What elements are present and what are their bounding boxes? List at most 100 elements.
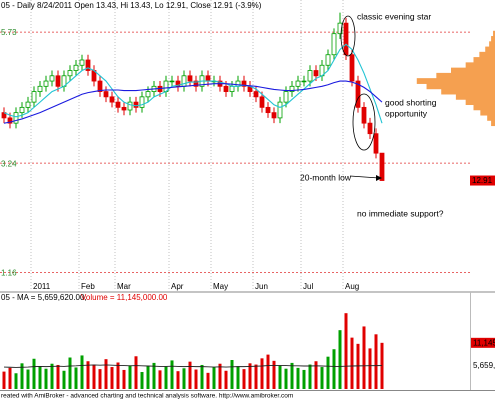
- volume-bar: [326, 356, 330, 389]
- candle-body: [337, 22, 343, 35]
- volume-bar: [284, 368, 288, 389]
- candle-body: [79, 59, 85, 66]
- volume-bar: [188, 361, 192, 389]
- candle-body: [355, 80, 361, 108]
- volume-bar: [230, 360, 234, 389]
- volume-bar: [26, 369, 30, 389]
- volume-bar: [128, 365, 132, 389]
- candle-body: [379, 152, 385, 181]
- volume-bar: [56, 364, 60, 389]
- volume-bar: [80, 355, 84, 389]
- annotation: 20-month low: [300, 172, 352, 182]
- volume-bar: [194, 369, 198, 389]
- annotation: classic evening star: [357, 11, 431, 21]
- volume-bar: [374, 334, 378, 389]
- x-tick-label: Jul: [303, 282, 313, 291]
- x-tick-label: Feb: [81, 282, 95, 291]
- candle-body: [115, 101, 121, 108]
- arrow-head: [376, 175, 382, 181]
- volume-profile-bar: [479, 51, 495, 58]
- volume-bar: [332, 349, 336, 389]
- candle-body: [49, 75, 55, 82]
- volume-bar: [344, 313, 348, 389]
- annotation: good shorting: [385, 97, 437, 107]
- volume-profile-bar: [436, 72, 495, 79]
- candle-body: [55, 75, 61, 87]
- volume-profile-bar: [491, 36, 495, 42]
- volume-profile-bar: [480, 109, 495, 116]
- footer: reated with AmiBroker - advanced chartin…: [1, 393, 293, 400]
- candle-body: [325, 54, 331, 66]
- volume-bar: [248, 363, 252, 389]
- candle-body: [367, 122, 373, 135]
- candle-body: [265, 106, 271, 114]
- volume-title: 05 - MA = 5,659,620.00,: [1, 293, 87, 302]
- volume-bar: [122, 369, 126, 389]
- candle-body: [13, 112, 19, 124]
- volume-bar: [212, 367, 216, 389]
- volume-axis-label: 5,659,6: [473, 361, 495, 370]
- chart-title: 05 - Daily 8/24/2011 Open 13.43, Hi 13.4…: [1, 1, 262, 10]
- candle-body: [145, 91, 151, 98]
- volume-profile-bar: [455, 93, 495, 100]
- volume-bar: [146, 365, 150, 389]
- candle-body: [301, 80, 307, 83]
- candle-body: [67, 70, 73, 77]
- candle-body: [229, 85, 235, 92]
- volume-profile-bar: [489, 41, 495, 48]
- candle-body: [223, 85, 229, 92]
- volume-bar: [182, 368, 186, 389]
- volume-bar: [308, 364, 312, 389]
- volume-bar: [236, 366, 240, 389]
- volume-bar: [110, 367, 114, 389]
- candle-body: [349, 54, 355, 82]
- volume-bar: [158, 370, 162, 389]
- candle-body: [7, 117, 13, 124]
- volume-bar: [152, 362, 156, 389]
- volume-bar: [98, 369, 102, 389]
- annotation: no immediate support?: [357, 208, 444, 218]
- volume-bar: [134, 356, 138, 389]
- volume-bar: [260, 358, 264, 389]
- candle-body: [37, 85, 43, 92]
- candle-body: [193, 80, 199, 87]
- volume-bar: [254, 364, 258, 389]
- volume-title: Volume = 11,145,000.00: [81, 293, 168, 302]
- volume-bar: [290, 362, 294, 389]
- candle-body: [169, 80, 175, 83]
- volume-bar: [224, 370, 228, 389]
- volume-bar: [104, 359, 108, 389]
- candle-body: [19, 106, 25, 114]
- volume-profile-bar: [451, 67, 495, 74]
- candle-body: [73, 64, 79, 71]
- volume-bar: [50, 363, 54, 389]
- candle-body: [97, 80, 103, 92]
- volume-bar: [206, 372, 210, 389]
- candle-body: [187, 75, 193, 82]
- volume-bar: [350, 337, 354, 389]
- volume-axis-box: [471, 337, 495, 348]
- volume-bar: [32, 358, 36, 389]
- volume-bar: [302, 369, 306, 389]
- volume-bar: [86, 361, 90, 389]
- annotation-arrow: [349, 175, 380, 179]
- moving-average: [3, 43, 383, 124]
- volume-profile-bar: [485, 46, 495, 53]
- candle-body: [205, 75, 211, 82]
- candle-body: [283, 91, 289, 103]
- candle-body: [85, 59, 91, 71]
- candle-body: [241, 80, 247, 87]
- candle-body: [277, 101, 283, 119]
- volume-bar: [38, 366, 42, 389]
- last-price-box: [470, 175, 495, 186]
- volume-profile-bar: [491, 120, 495, 127]
- candle-body: [43, 80, 49, 87]
- volume-axis-box: [471, 360, 495, 371]
- candle-body: [121, 106, 127, 111]
- candle-body: [307, 70, 313, 82]
- volume-bar: [242, 369, 246, 389]
- volume-bar: [14, 373, 18, 389]
- volume-bar: [44, 368, 48, 389]
- volume-bar: [68, 357, 72, 389]
